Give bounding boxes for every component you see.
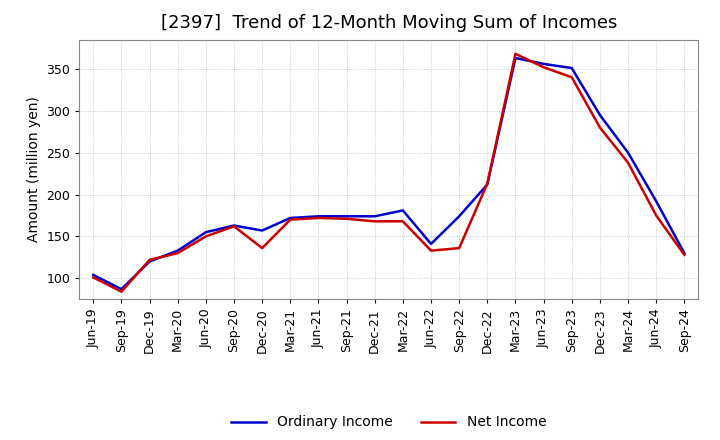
- Ordinary Income: [370, 214, 379, 219]
- Ordinary Income: [89, 272, 98, 278]
- Ordinary Income: [399, 208, 408, 213]
- Ordinary Income: [455, 214, 464, 219]
- Net Income: [117, 289, 126, 294]
- Net Income: [427, 248, 436, 253]
- Net Income: [370, 219, 379, 224]
- Ordinary Income: [511, 55, 520, 61]
- Net Income: [624, 160, 632, 165]
- Net Income: [455, 246, 464, 251]
- Net Income: [314, 215, 323, 220]
- Net Income: [174, 250, 182, 256]
- Net Income: [652, 213, 660, 218]
- Ordinary Income: [145, 259, 154, 264]
- Ordinary Income: [680, 250, 688, 256]
- Line: Ordinary Income: Ordinary Income: [94, 58, 684, 289]
- Legend: Ordinary Income, Net Income: Ordinary Income, Net Income: [226, 410, 552, 435]
- Ordinary Income: [483, 182, 492, 187]
- Ordinary Income: [202, 230, 210, 235]
- Net Income: [399, 219, 408, 224]
- Ordinary Income: [624, 150, 632, 155]
- Net Income: [258, 246, 266, 251]
- Ordinary Income: [117, 286, 126, 292]
- Ordinary Income: [314, 214, 323, 219]
- Net Income: [567, 75, 576, 80]
- Net Income: [89, 275, 98, 280]
- Net Income: [595, 125, 604, 130]
- Ordinary Income: [539, 61, 548, 66]
- Ordinary Income: [342, 214, 351, 219]
- Net Income: [202, 234, 210, 239]
- Net Income: [680, 252, 688, 257]
- Ordinary Income: [567, 66, 576, 71]
- Net Income: [230, 224, 238, 229]
- Net Income: [286, 217, 294, 222]
- Ordinary Income: [230, 223, 238, 228]
- Ordinary Income: [258, 228, 266, 233]
- Net Income: [511, 51, 520, 56]
- Net Income: [539, 65, 548, 70]
- Ordinary Income: [427, 241, 436, 246]
- Line: Net Income: Net Income: [94, 54, 684, 292]
- Net Income: [145, 257, 154, 263]
- Y-axis label: Amount (million yen): Amount (million yen): [27, 96, 41, 242]
- Ordinary Income: [652, 198, 660, 204]
- Title: [2397]  Trend of 12-Month Moving Sum of Incomes: [2397] Trend of 12-Month Moving Sum of I…: [161, 15, 617, 33]
- Ordinary Income: [286, 215, 294, 220]
- Net Income: [342, 216, 351, 221]
- Ordinary Income: [174, 248, 182, 253]
- Ordinary Income: [595, 112, 604, 117]
- Net Income: [483, 181, 492, 186]
